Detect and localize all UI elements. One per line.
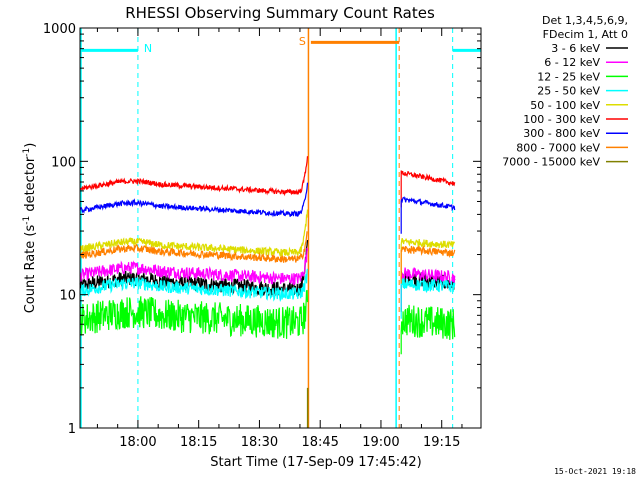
- x-tick-label: 18:30: [241, 435, 278, 450]
- series-line-8: [400, 244, 456, 284]
- y-tick-label: 10: [59, 289, 76, 304]
- legend-label-1: 3 - 6 keV: [551, 42, 600, 55]
- axes: 18:00 18:15 18:30 18:45 19:00 19:15 1 10 100 1000: [43, 22, 481, 450]
- saa-label: S: [299, 35, 306, 48]
- legend-label-8: 800 - 7000 keV: [516, 141, 600, 154]
- legend-label-2: 6 - 12 keV: [544, 56, 600, 69]
- legend: Det 1,3,4,5,6,9, FDecim 1, Att 0 3 - 6 k…: [502, 14, 628, 169]
- x-tick-label: 18:00: [119, 435, 156, 450]
- series-line-8: [79, 231, 308, 263]
- series-line-3: [79, 289, 309, 339]
- x-tick-label: 18:15: [180, 435, 217, 450]
- series-line-2: [79, 247, 309, 286]
- x-axis-label: Start Time (17-Sep-09 17:45:42): [210, 455, 421, 470]
- plot-frame: [79, 27, 482, 429]
- legend-label-5: 50 - 100 keV: [530, 99, 600, 112]
- series-line-7: [79, 182, 309, 218]
- y-tick-label: 1000: [43, 22, 76, 37]
- footer-date: 15-Oct-2021 19:18: [554, 467, 636, 476]
- legend-header-line-1: Det 1,3,4,5,6,9,: [542, 14, 628, 27]
- series-line-7: [400, 196, 456, 234]
- night-label: N: [144, 42, 152, 55]
- x-tick-label: 19:00: [362, 435, 399, 450]
- series-line-4: [400, 278, 456, 319]
- legend-label-3: 12 - 25 keV: [537, 70, 600, 83]
- series-line-6: [400, 170, 456, 208]
- y-axis-label: Count Rate (s-1 detector-1): [22, 143, 38, 314]
- series-line-3: [400, 304, 456, 355]
- series-line-6: [79, 156, 309, 197]
- series-line-5: [79, 209, 309, 258]
- y-tick-label: 100: [51, 155, 76, 170]
- x-tick-label: 18:45: [301, 435, 338, 450]
- series-line-2: [400, 267, 456, 308]
- legend-label-6: 100 - 300 keV: [523, 113, 600, 126]
- legend-header-line-2: FDecim 1, Att 0: [543, 28, 628, 41]
- series-line-4: [79, 268, 309, 303]
- series-line-5: [400, 237, 456, 277]
- plot-area: NS: [79, 28, 481, 428]
- x-tick-label: 19:15: [423, 435, 460, 450]
- y-tick-label: 1: [68, 422, 76, 437]
- legend-label-4: 25 - 50 keV: [537, 85, 600, 98]
- legend-label-7: 300 - 800 keV: [523, 127, 600, 140]
- chart-title: RHESSI Observing Summary Count Rates: [125, 4, 435, 22]
- legend-label-9: 7000 - 15000 keV: [502, 156, 600, 169]
